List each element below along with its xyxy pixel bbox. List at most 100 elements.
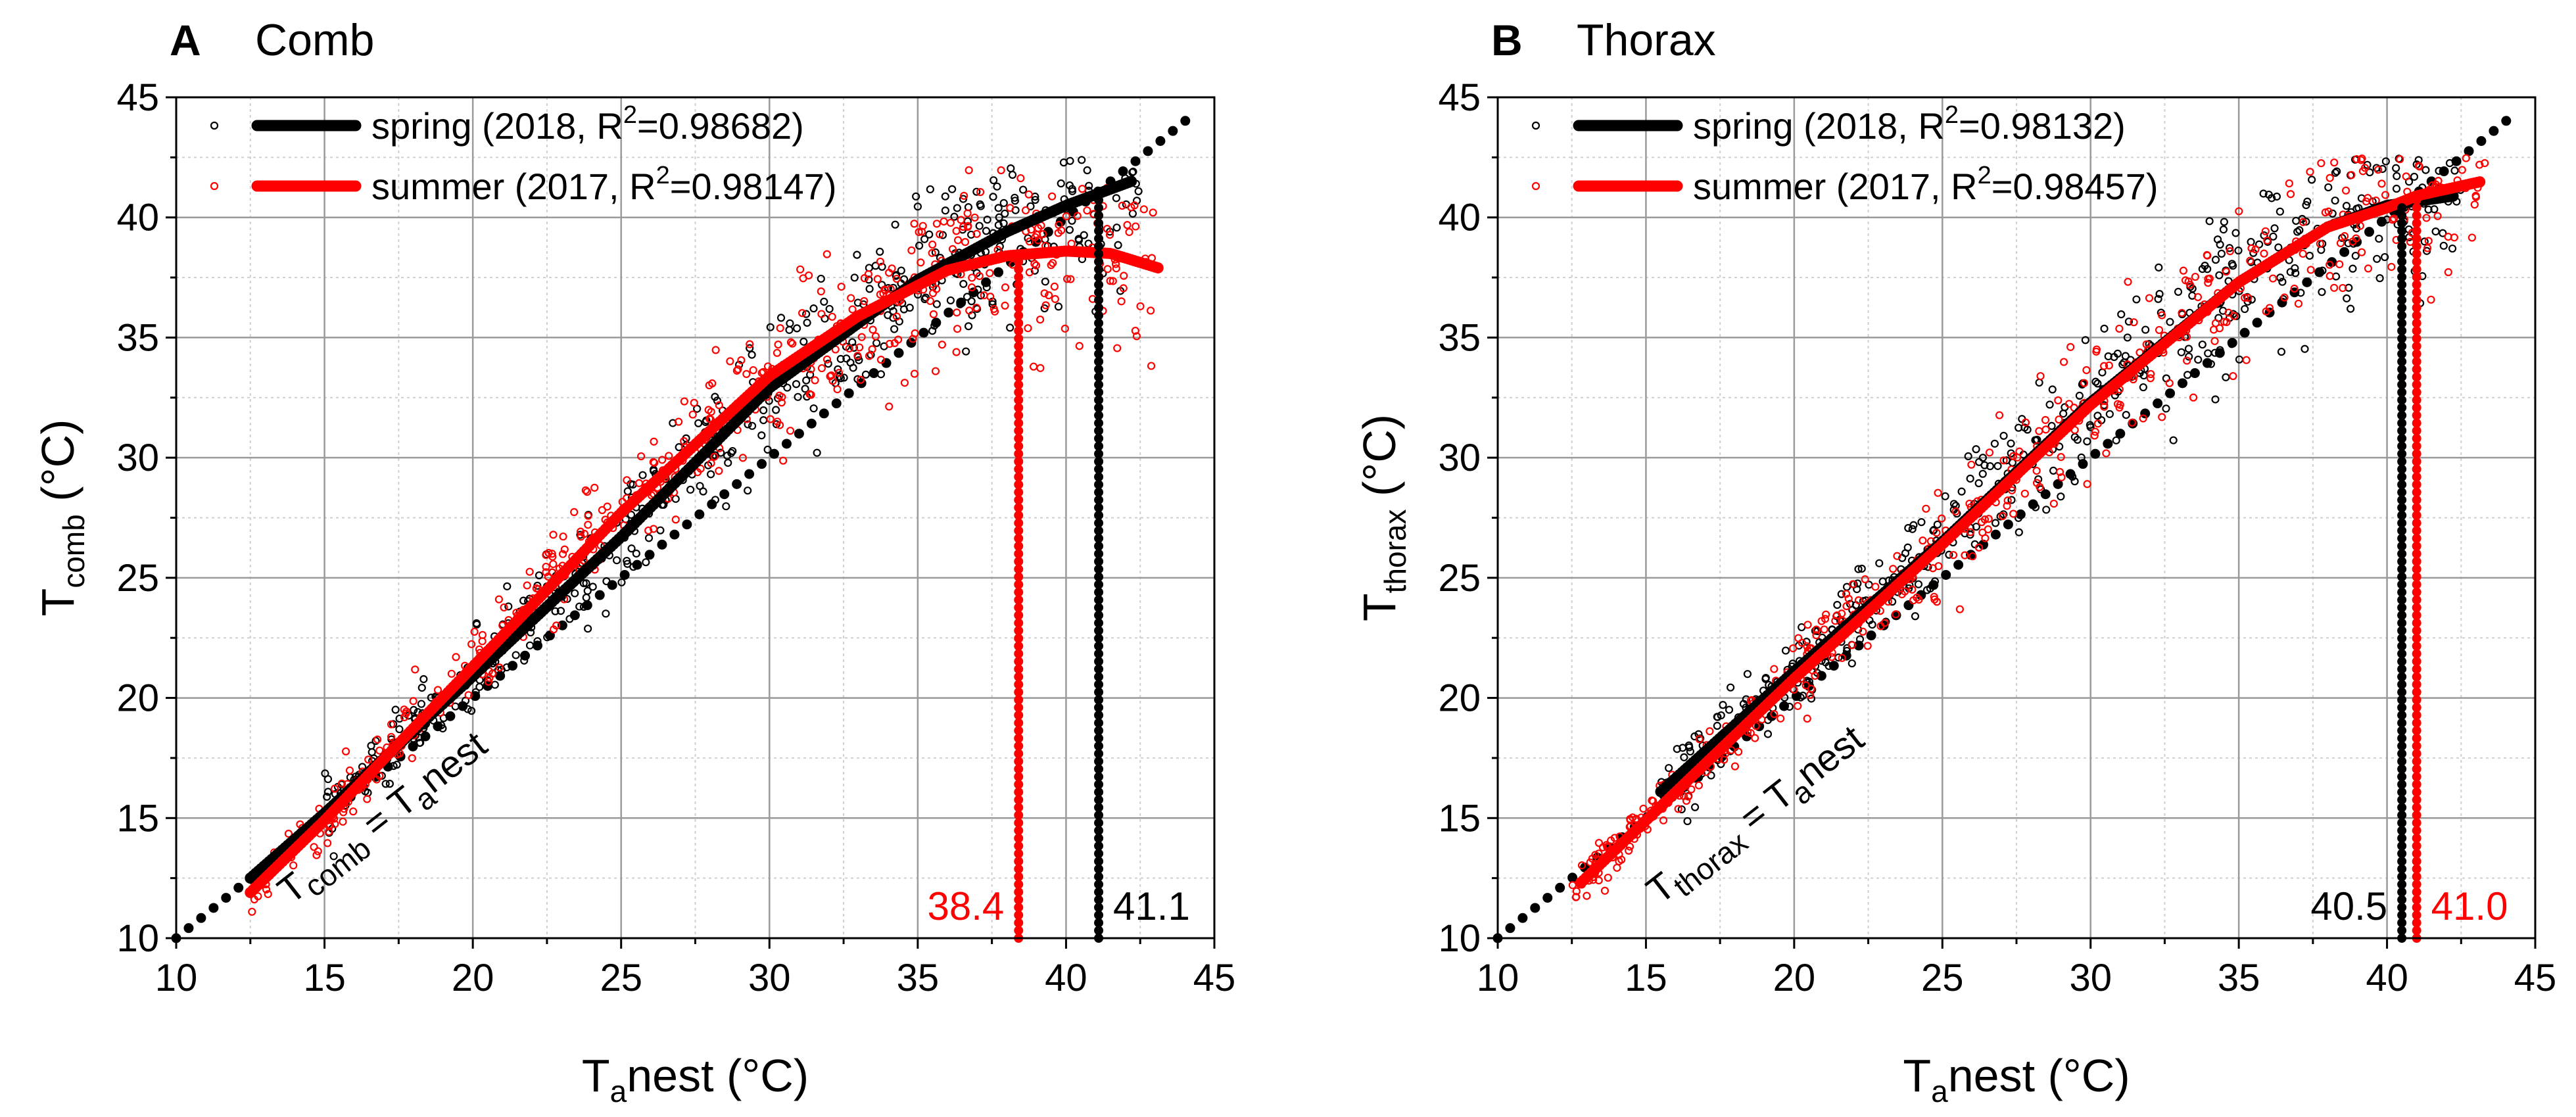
- identity-point: [420, 731, 431, 742]
- scatter-point-summer: [1024, 190, 1033, 199]
- drop-point: [2412, 449, 2421, 459]
- scatter-point-spring: [999, 199, 1008, 207]
- scatter-point-spring: [2381, 157, 2390, 166]
- scatter-point-spring: [1830, 662, 1839, 671]
- scatter-point-summer: [1594, 839, 1604, 847]
- scatter-point-summer: [2241, 293, 2249, 302]
- drop-point: [2412, 603, 2421, 613]
- scatter-point-spring: [2014, 513, 2023, 522]
- scatter-point-spring: [803, 318, 811, 327]
- drop-point: [1094, 480, 1104, 490]
- scatter-point-spring: [2086, 421, 2094, 429]
- scatter-point-spring: [2139, 383, 2147, 392]
- drop-point: [2412, 472, 2421, 482]
- identity-point: [769, 448, 780, 459]
- drop-point: [1094, 326, 1104, 336]
- identity-point: [2078, 459, 2088, 469]
- drop-point: [1094, 380, 1104, 390]
- scatter-point-summer: [1871, 582, 1880, 591]
- scatter-point-spring: [765, 396, 773, 405]
- scatter-point-summer: [650, 437, 658, 446]
- scatter-point-spring: [2424, 205, 2433, 214]
- scatter-point-summer: [2458, 166, 2466, 174]
- scatter-point-summer: [2450, 233, 2458, 242]
- drop-point: [1094, 387, 1104, 397]
- panel-letter: B: [1491, 16, 1523, 64]
- x-tick-label: 20: [1773, 957, 1816, 999]
- scatter-point-summer: [2035, 427, 2043, 435]
- scatter-point-spring: [1908, 525, 1917, 533]
- scatter-point-summer: [746, 340, 754, 348]
- scatter-point-summer: [2036, 483, 2044, 491]
- scatter-point-spring: [1878, 577, 1887, 586]
- drop-point: [2412, 680, 2421, 690]
- drop-point: [2412, 426, 2421, 436]
- scatter-point-summer: [411, 665, 419, 674]
- scatter-point-summer: [2224, 308, 2233, 317]
- scatter-point-spring: [746, 344, 754, 352]
- scatter-point-spring: [512, 651, 520, 659]
- scatter-point-summer: [980, 291, 988, 300]
- scatter-point-summer: [774, 341, 782, 349]
- scatter-point-summer: [1922, 504, 1930, 513]
- drop-line-41.0: [2412, 195, 2421, 943]
- scatter-point-summer: [1577, 861, 1586, 870]
- drop-point: [1014, 333, 1024, 343]
- drop-point: [1014, 618, 1024, 628]
- crossing-label-41.0: 41.0: [2431, 884, 2508, 928]
- scatter-point-summer: [331, 820, 339, 828]
- scatter-point-summer: [500, 603, 508, 612]
- drop-point: [2397, 887, 2407, 897]
- scatter-point-spring: [727, 448, 736, 458]
- identity-point: [2451, 156, 2462, 166]
- scatter-point-summer: [885, 339, 894, 348]
- scatter-point-spring: [419, 675, 428, 684]
- drop-point: [2397, 441, 2407, 451]
- scatter-point-summer: [976, 188, 985, 197]
- drop-point: [2412, 857, 2421, 867]
- identity-point: [1118, 166, 1128, 177]
- legend-marker-spring: [210, 121, 219, 130]
- scatter-point-spring: [717, 448, 725, 457]
- scatter-point-summer: [890, 339, 899, 347]
- scatter-point-summer: [1083, 206, 1091, 215]
- scatter-point-summer: [2082, 366, 2091, 375]
- scatter-point-spring: [783, 383, 792, 392]
- scatter-point-spring: [368, 748, 376, 757]
- scatter-point-spring: [565, 615, 574, 623]
- scatter-point-summer: [400, 713, 409, 722]
- scatter-point-summer: [2157, 311, 2166, 320]
- scatter-point-summer: [387, 732, 396, 742]
- scatter-point-summer: [929, 310, 938, 319]
- drop-point: [2412, 649, 2421, 659]
- scatter-point-summer: [1604, 873, 1612, 882]
- scatter-point-spring: [930, 321, 939, 330]
- scatter-point-summer: [2352, 155, 2361, 164]
- scatter-point-summer: [2147, 369, 2155, 379]
- drop-point: [2397, 256, 2407, 266]
- scatter-point-summer: [2265, 304, 2274, 312]
- identity-point: [2189, 368, 2200, 379]
- scatter-point-summer: [494, 595, 504, 604]
- drop-point: [2397, 349, 2407, 359]
- scatter-point-spring: [809, 404, 818, 413]
- drop-point: [1094, 264, 1104, 274]
- scatter-point-summer: [2316, 239, 2324, 248]
- scatter-point-spring: [2225, 244, 2234, 252]
- scatter-point-spring: [2435, 166, 2443, 175]
- scatter-point-spring: [371, 736, 380, 746]
- scatter-point-summer: [2142, 340, 2151, 348]
- scatter-point-spring: [2023, 425, 2032, 434]
- scatter-point-summer: [1955, 605, 1964, 613]
- scatter-point-summer: [2326, 272, 2334, 280]
- scatter-point-spring: [2057, 492, 2065, 501]
- scatter-point-spring: [793, 324, 801, 333]
- drop-point: [2412, 803, 2421, 813]
- drop-point: [1094, 487, 1104, 497]
- x-axis-title: Tanest (°C): [1903, 1050, 2130, 1108]
- scatter-point-summer: [1842, 602, 1851, 611]
- scatter-point-spring: [1842, 646, 1851, 655]
- drop-point: [2397, 272, 2407, 282]
- scatter-point-spring: [941, 192, 949, 201]
